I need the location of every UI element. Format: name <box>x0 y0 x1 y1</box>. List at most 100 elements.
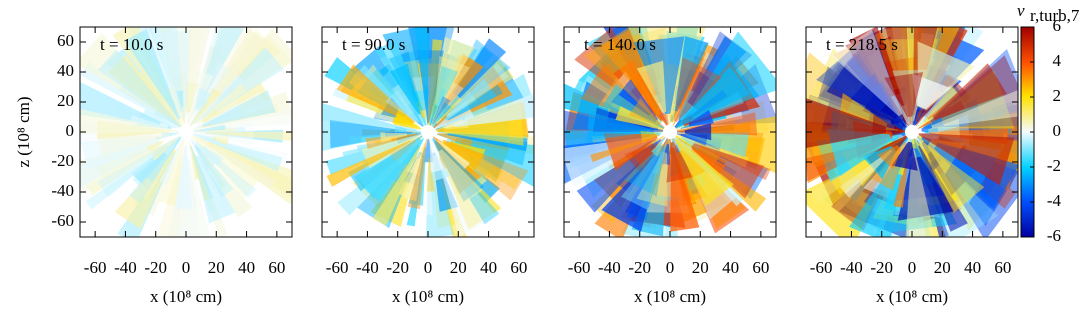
field-streak <box>435 55 470 108</box>
x-tick-label: 0 <box>908 258 917 277</box>
panel-title: t = 10.0 s <box>100 35 163 54</box>
field-streak <box>176 90 184 108</box>
field-streak <box>431 102 452 127</box>
field-streak <box>670 147 700 232</box>
x-tick-label: -20 <box>870 258 893 277</box>
field-streak <box>356 64 417 122</box>
field-streak <box>850 73 895 117</box>
field-streak <box>880 100 899 119</box>
field-streak <box>155 133 180 140</box>
field-streak <box>676 66 751 128</box>
field-streak <box>355 138 421 203</box>
field-streak <box>85 144 170 210</box>
x-tick-label: -60 <box>810 258 833 277</box>
field-streak <box>187 27 211 109</box>
x-axis-label: x (10⁸ cm) <box>876 287 948 306</box>
x-axis-label: x (10⁸ cm) <box>150 287 222 306</box>
field-streak <box>432 93 460 127</box>
field-streak <box>442 139 529 201</box>
x-tick-label: 20 <box>208 258 225 277</box>
field-streak <box>431 96 451 125</box>
field-streak <box>192 102 244 130</box>
field-streak <box>406 103 424 126</box>
field-streak <box>918 140 985 213</box>
field-streak <box>692 147 726 174</box>
x-tick-label: 40 <box>722 258 739 277</box>
x-tick-label: 40 <box>964 258 981 277</box>
field-streak <box>429 107 440 128</box>
field-streak <box>806 98 887 149</box>
field-streak <box>441 54 484 110</box>
field-streak <box>628 98 661 126</box>
field-streak <box>150 135 182 161</box>
field-streak <box>384 82 415 116</box>
field-streak <box>428 39 443 125</box>
x-tick-label: -40 <box>598 258 621 277</box>
field-streak <box>385 89 419 123</box>
field-streak <box>621 150 663 210</box>
core <box>421 125 435 139</box>
field-streak <box>429 143 445 173</box>
y-axis-label: z (10⁸ cm) <box>14 96 33 167</box>
field-streak <box>208 107 292 130</box>
field-streak <box>194 94 222 124</box>
x-tick-label: 20 <box>692 258 709 277</box>
field-streak <box>651 136 667 154</box>
field-streak <box>198 83 247 123</box>
field-streak <box>624 144 665 197</box>
field-streak <box>97 133 170 156</box>
x-tick-label: -40 <box>114 258 137 277</box>
x-axis-label: x (10⁸ cm) <box>392 287 464 306</box>
field-streak <box>322 103 405 129</box>
x-tick-label: 0 <box>666 258 675 277</box>
field-streak <box>202 90 276 127</box>
field-streak <box>108 54 184 130</box>
field-streak <box>931 90 1018 128</box>
core <box>179 125 193 139</box>
field-streak <box>190 138 234 198</box>
field <box>806 27 1018 237</box>
colorbar-tick-label: 4 <box>1053 51 1062 70</box>
field-streak <box>150 144 168 160</box>
field-streak <box>190 133 283 172</box>
x-tick-label: -20 <box>386 258 409 277</box>
field-streak <box>911 73 951 109</box>
x-axis-label: x (10⁸ cm) <box>634 287 706 306</box>
field-streak <box>630 146 653 169</box>
field-streak <box>336 64 415 124</box>
field-streak <box>636 151 668 207</box>
field-streak <box>674 36 709 112</box>
field-streak <box>163 29 192 119</box>
panel-title: t = 140.0 s <box>584 35 656 54</box>
field-streak <box>918 133 1015 186</box>
y-tick-label: 20 <box>57 91 74 110</box>
core <box>663 125 677 139</box>
field-streak <box>190 134 253 173</box>
field-streak <box>195 142 210 159</box>
field-streak <box>194 122 213 130</box>
field-streak <box>398 158 420 199</box>
field-streak <box>80 141 161 188</box>
field-streak <box>158 137 185 207</box>
field-streak <box>659 143 670 165</box>
field-streak <box>618 88 650 116</box>
field-streak <box>403 156 423 202</box>
x-tick-label: -60 <box>568 258 591 277</box>
field-streak <box>877 145 901 170</box>
field-streak <box>602 84 665 129</box>
field-streak <box>199 150 253 218</box>
field-streak <box>615 106 665 131</box>
field-streak <box>204 142 277 190</box>
field-streak <box>905 149 935 237</box>
field-streak <box>435 37 475 106</box>
field-streak <box>97 135 181 198</box>
panel-title: t = 218.5 s <box>826 35 898 54</box>
field-streak <box>188 139 211 202</box>
x-tick-label: 60 <box>268 258 285 277</box>
field-streak <box>159 137 184 185</box>
field-streak <box>600 29 662 116</box>
field-streak <box>673 57 723 123</box>
field-streak <box>372 145 422 226</box>
x-tick-label: -40 <box>840 258 863 277</box>
